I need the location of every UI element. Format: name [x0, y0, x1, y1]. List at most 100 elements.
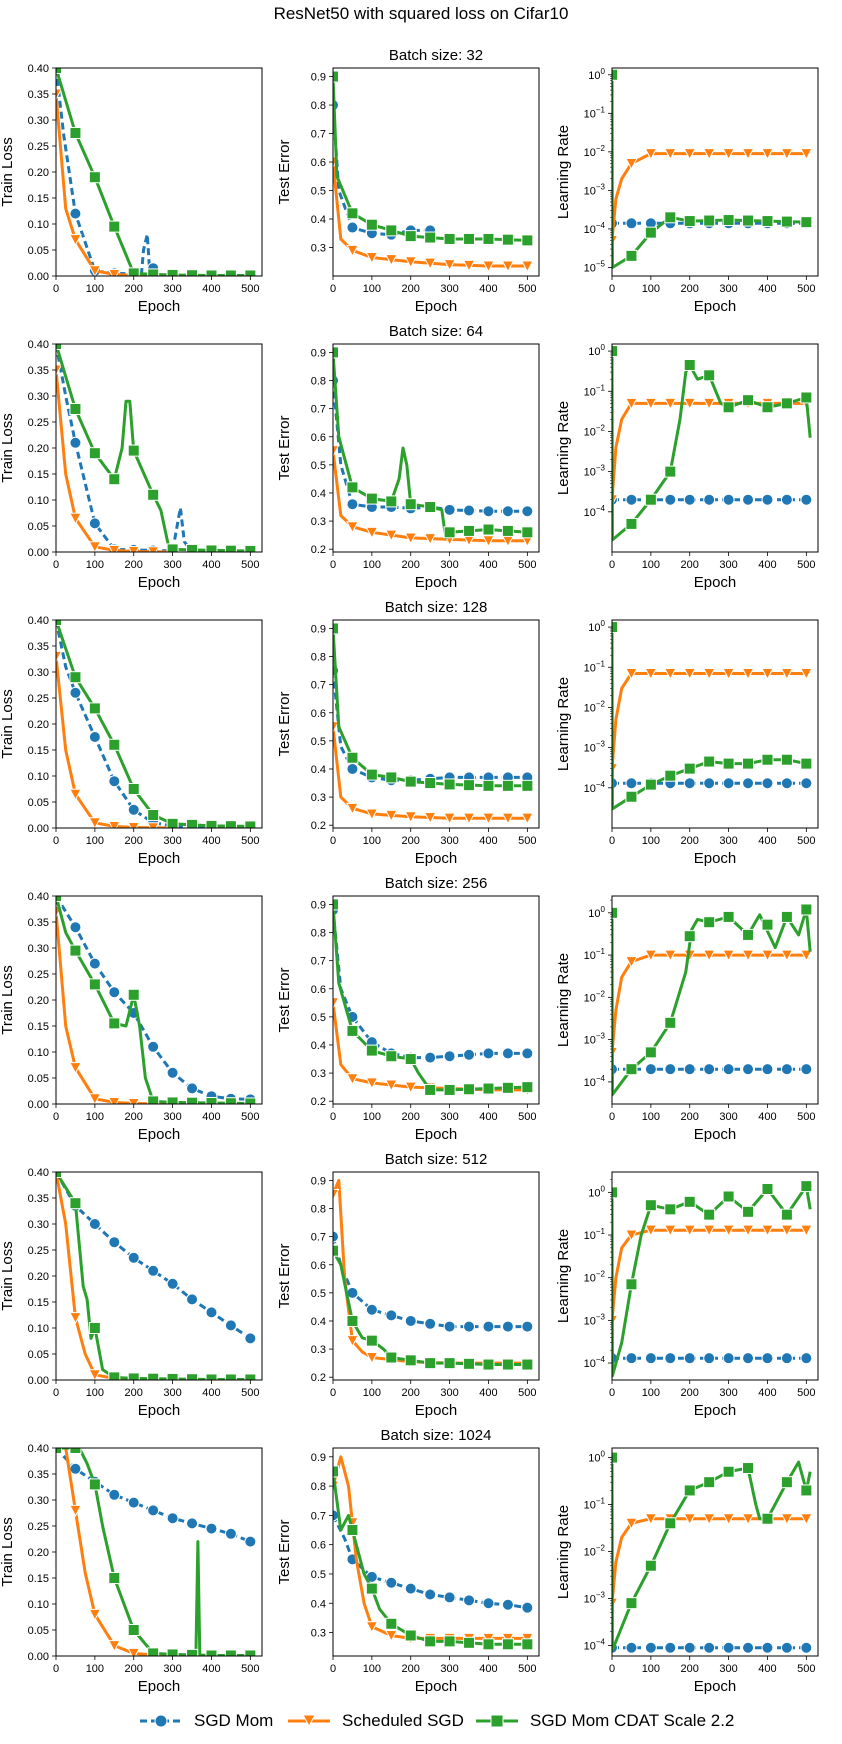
data-point [722, 1352, 735, 1365]
data-point [424, 501, 437, 514]
x-tick-label: 300 [163, 559, 181, 571]
data-point [463, 1357, 476, 1370]
data-point [644, 493, 657, 506]
y-axis-label: Train Loss [0, 689, 16, 758]
x-tick-label: 200 [402, 283, 420, 295]
panel-train-loss: 0 100 200 300 400 500 0.00 0.05 0.10 0.15 0.20 0.25… [0, 615, 263, 867]
data-point [423, 811, 437, 825]
x-tick-label: 0 [53, 835, 59, 847]
data-point [482, 812, 495, 825]
x-tick-label: 300 [440, 1387, 458, 1399]
data-point [703, 1352, 716, 1365]
series-line [612, 953, 807, 1053]
x-tick-label: 500 [241, 559, 259, 571]
x-tick-label: 300 [440, 1111, 458, 1123]
data-point [742, 394, 755, 407]
data-point [722, 949, 735, 962]
y-tick-label: 0.15 [28, 1021, 49, 1033]
data-point [127, 1647, 141, 1656]
y-tick-label: 0.10 [28, 771, 49, 783]
y-tick-label: 0.35 [28, 917, 49, 929]
series-group [56, 1172, 257, 1380]
x-axis-label: Epoch [694, 1678, 737, 1695]
x-tick-label: 300 [719, 1111, 737, 1123]
y-tick-label: 0.3 [311, 792, 326, 804]
y-tick-label: 0.8 [311, 1481, 326, 1493]
x-tick-label: 200 [125, 1111, 143, 1123]
data-point [56, 1448, 62, 1454]
data-point [482, 260, 495, 273]
y-tick-label: 0.5 [311, 186, 326, 198]
y-tick-label: 10−1 [584, 947, 606, 962]
data-point [69, 1462, 82, 1475]
data-point [224, 269, 237, 276]
data-point [166, 1512, 179, 1525]
y-tick-label: 10−2 [584, 989, 606, 1004]
y-tick-label: 10−4 [584, 1074, 606, 1089]
data-point [761, 667, 774, 681]
y-tick-label: 0.6 [311, 157, 326, 169]
x-tick-label: 300 [719, 835, 737, 847]
y-axis-label: Train Loss [0, 1241, 16, 1310]
x-tick-label: 100 [363, 559, 381, 571]
data-point [244, 544, 257, 552]
data-point [147, 1372, 160, 1380]
data-point [501, 812, 515, 825]
data-point [800, 1180, 813, 1193]
series-group [333, 1455, 534, 1651]
y-tick-label: 0.10 [28, 1599, 49, 1611]
data-point [346, 762, 359, 775]
data-point [147, 1040, 160, 1053]
data-point [166, 1066, 179, 1079]
data-point [482, 1597, 495, 1610]
data-point [683, 1224, 697, 1237]
data-point [127, 783, 140, 795]
x-tick-label: 400 [479, 1111, 497, 1123]
y-axis-label: Train Loss [0, 137, 16, 206]
data-point [244, 269, 257, 276]
data-point [463, 1594, 476, 1607]
data-point [703, 916, 716, 929]
plot-frame [55, 619, 263, 829]
data-point [742, 1205, 755, 1218]
y-tick-label: 0.30 [28, 667, 49, 679]
y-tick-label: 0.4 [311, 1040, 326, 1052]
y-tick-label: 0.20 [28, 1547, 49, 1559]
data-point [333, 445, 340, 458]
data-point [69, 127, 82, 139]
data-point [205, 269, 218, 276]
data-point [88, 731, 101, 743]
x-tick-label: 500 [797, 1663, 815, 1675]
x-tick-label: 0 [330, 1111, 336, 1123]
x-tick-label: 100 [363, 1111, 381, 1123]
data-point [625, 1278, 638, 1291]
data-point [683, 493, 696, 506]
data-point [463, 1636, 476, 1649]
data-point [644, 226, 657, 239]
data-point [663, 1224, 677, 1237]
panel-train-loss: 0 100 200 300 400 500 0.00 0.05 0.10 0.15 0.20 0.25… [0, 891, 263, 1143]
data-point [722, 1465, 735, 1478]
data-point [702, 148, 716, 161]
y-axis-label: Learning Rate [555, 1505, 572, 1599]
plot-frame [332, 1447, 540, 1657]
data-point [424, 1357, 437, 1370]
data-point [612, 68, 618, 81]
data-point [741, 1513, 755, 1526]
x-tick-label: 100 [86, 283, 104, 295]
x-tick-label: 100 [86, 835, 104, 847]
x-axis-label: Epoch [694, 1126, 737, 1143]
x-tick-label: 400 [479, 559, 497, 571]
plot-frame [55, 895, 263, 1105]
data-point [88, 1478, 101, 1491]
data-point [800, 667, 813, 681]
data-point [664, 1517, 677, 1530]
data-point [780, 215, 793, 228]
y-tick-label: 0.9 [311, 623, 326, 635]
data-point [56, 68, 62, 74]
y-tick-label: 0.15 [28, 1573, 49, 1585]
y-tick-label: 0.9 [311, 1175, 326, 1187]
x-tick-label: 500 [797, 559, 815, 571]
series-line [333, 628, 528, 788]
panel-test-error: 0 100 200 300 400 500 0.2 0.3 0.4 0.5 0.6 0.7 0.8 0.9… [276, 343, 540, 591]
